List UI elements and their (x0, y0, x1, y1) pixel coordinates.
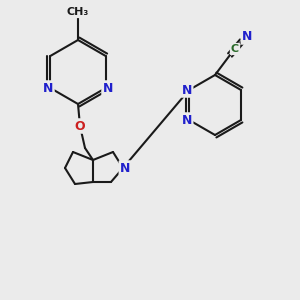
Text: C: C (231, 44, 239, 54)
Text: N: N (120, 161, 130, 175)
Text: N: N (242, 31, 252, 44)
Text: N: N (182, 83, 192, 97)
Text: N: N (103, 82, 113, 94)
Text: O: O (75, 119, 85, 133)
Text: N: N (182, 113, 192, 127)
Text: CH₃: CH₃ (67, 7, 89, 17)
Text: N: N (43, 82, 53, 94)
